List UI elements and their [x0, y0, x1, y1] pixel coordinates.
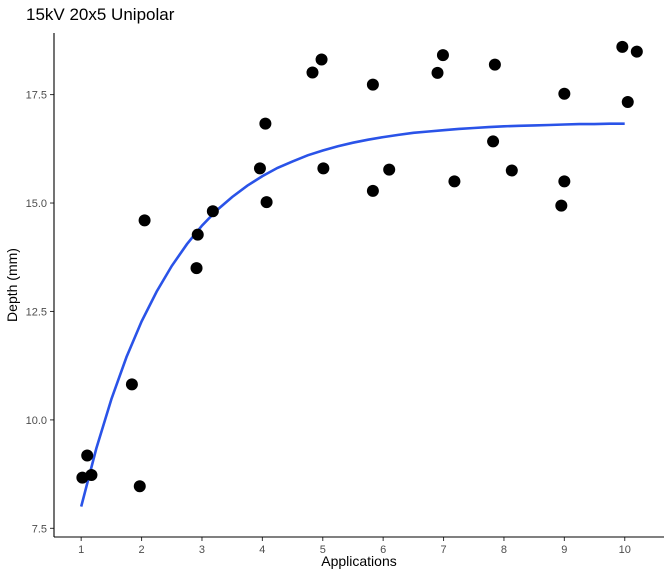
y-tick-label: 17.5: [26, 90, 47, 102]
data-point: [260, 196, 273, 209]
data-point: [190, 262, 203, 275]
data-point: [487, 135, 500, 148]
x-tick-label: 8: [501, 544, 507, 556]
data-point: [366, 78, 379, 91]
x-tick-label: 2: [139, 544, 145, 556]
x-axis-title: Applications: [321, 553, 397, 569]
data-point: [558, 87, 571, 100]
data-point: [431, 66, 444, 79]
data-point: [505, 164, 518, 177]
x-tick-label: 4: [259, 544, 265, 556]
data-point: [436, 49, 449, 62]
y-axis-ticks: 7.5 10.0 12.5 15.0 17.5: [26, 90, 54, 535]
data-point: [259, 117, 272, 130]
data-point: [555, 199, 568, 212]
chart-title: 15kV 20x5 Unipolar: [26, 5, 175, 24]
data-point: [81, 449, 94, 462]
data-point: [206, 205, 219, 218]
data-point: [317, 162, 330, 175]
data-point: [448, 175, 461, 188]
data-point: [383, 163, 396, 176]
data-point: [366, 184, 379, 197]
data-point: [306, 66, 319, 79]
y-tick-label: 7.5: [32, 523, 47, 535]
x-tick-label: 6: [380, 544, 386, 556]
x-tick-label: 9: [561, 544, 567, 556]
x-tick-label: 5: [320, 544, 326, 556]
data-point: [85, 468, 98, 481]
data-point: [630, 45, 643, 58]
x-tick-label: 1: [78, 544, 84, 556]
x-tick-label: 7: [440, 544, 446, 556]
data-points: [76, 40, 643, 493]
y-tick-label: 10.0: [26, 415, 47, 427]
x-axis-ticks: 1 2 3 4 5 6 7 8 9 10: [78, 537, 631, 556]
y-tick-label: 12.5: [26, 306, 47, 318]
data-point: [191, 228, 204, 241]
data-point: [76, 471, 89, 484]
x-tick-label: 10: [619, 544, 631, 556]
data-point: [253, 162, 266, 175]
data-point: [488, 58, 501, 71]
data-point: [125, 378, 138, 391]
data-point: [616, 40, 629, 53]
data-point: [138, 214, 151, 227]
y-axis-title: Depth (mm): [4, 248, 20, 322]
data-point: [558, 175, 571, 188]
data-point: [315, 53, 328, 66]
data-point: [133, 480, 146, 493]
x-tick-label: 3: [199, 544, 205, 556]
fit-curve: [79, 122, 625, 507]
data-point: [621, 95, 634, 108]
y-tick-label: 15.0: [26, 198, 47, 210]
